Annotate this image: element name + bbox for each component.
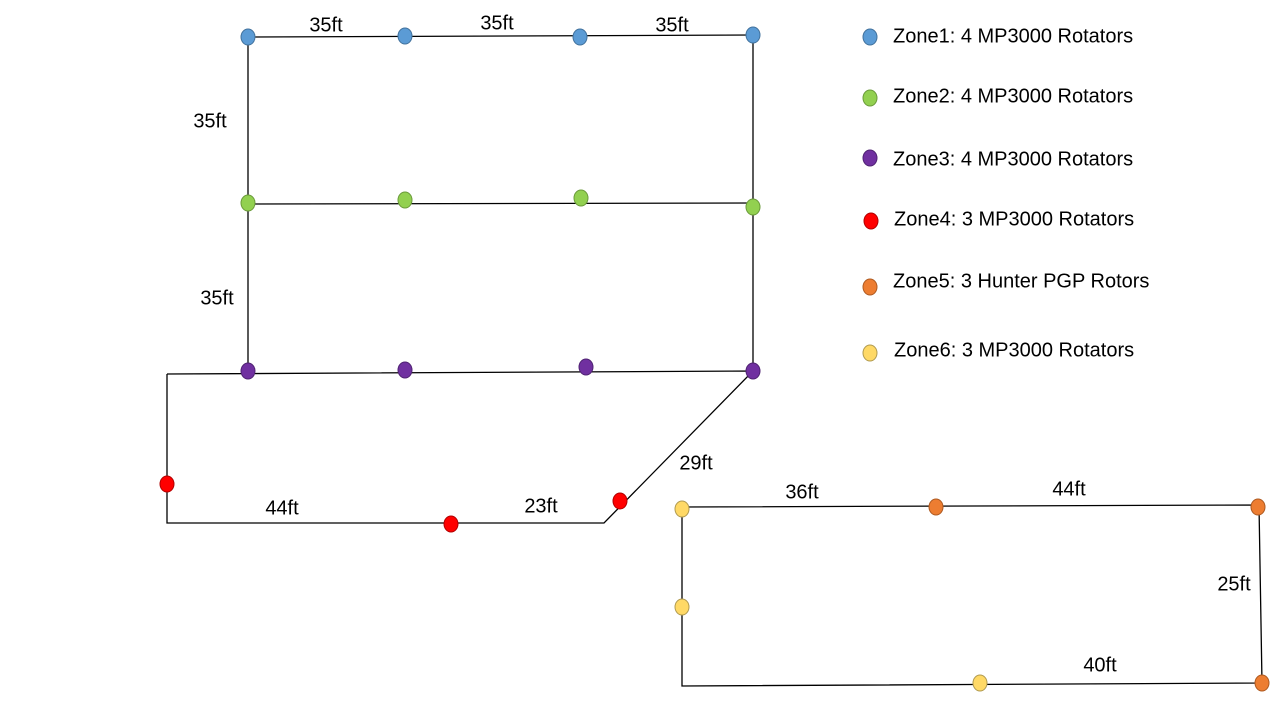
legend-label: Zone4: 3 MP3000 Rotators: [894, 208, 1134, 230]
legend-marker: [862, 89, 878, 107]
legend: Zone1: 4 MP3000 Rotators Zone2: 4 MP3000…: [862, 25, 1149, 362]
dimension-label: 36ft: [785, 481, 819, 503]
dimension-label: 35ft: [655, 14, 689, 36]
dimension-label: 23ft: [524, 495, 558, 517]
dimension-label: 40ft: [1083, 654, 1117, 676]
sprinklers: [159, 26, 1270, 692]
legend-label: Zone2: 4 MP3000 Rotators: [893, 85, 1133, 107]
sprinkler: [745, 198, 761, 216]
legend-label: Zone6: 3 MP3000 Rotators: [894, 339, 1134, 361]
legend-label: Zone3: 4 MP3000 Rotators: [893, 148, 1133, 170]
legend-marker: [862, 278, 878, 296]
sprinkler: [1254, 674, 1270, 692]
sprinkler: [745, 362, 761, 380]
sprinkler: [1250, 498, 1266, 516]
sprinkler: [674, 500, 690, 518]
dimension-labels: 35ft 35ft 35ft 35ft 35ft 44ft 23ft 29ft …: [193, 12, 1251, 676]
dimension-label: 35ft: [309, 14, 343, 36]
sprinkler: [159, 475, 175, 493]
sprinkler: [578, 358, 594, 376]
sprinkler: [240, 362, 256, 380]
sprinkler: [928, 498, 944, 516]
sprinkler: [443, 515, 459, 533]
dimension-label: 25ft: [1217, 573, 1251, 595]
sprinkler: [397, 361, 413, 379]
edge: [681, 504, 1263, 687]
sprinkler: [397, 27, 413, 45]
dimension-label: 29ft: [679, 452, 713, 474]
legend-marker: [862, 28, 878, 46]
sprinkler: [972, 674, 988, 692]
sprinkler: [573, 189, 589, 207]
dimension-label: 44ft: [1052, 478, 1086, 500]
edge: [247, 34, 754, 38]
sprinkler: [612, 492, 628, 510]
dimension-label: 35ft: [480, 12, 514, 34]
legend-label: Zone1: 4 MP3000 Rotators: [893, 25, 1133, 47]
legend-marker: [862, 149, 878, 167]
legend-marker: [862, 344, 878, 362]
legend-marker: [863, 212, 879, 230]
dimension-label: 35ft: [200, 287, 234, 309]
dimension-label: 44ft: [265, 497, 299, 519]
sprinkler: [572, 28, 588, 46]
sprinkler: [745, 26, 761, 44]
edge: [247, 202, 754, 205]
edge: [166, 370, 755, 524]
dimension-label: 35ft: [193, 110, 227, 132]
legend-label: Zone5: 3 Hunter PGP Rotors: [893, 270, 1149, 292]
sprinkler: [397, 191, 413, 209]
sprinkler: [674, 598, 690, 616]
sprinkler: [240, 194, 256, 212]
sprinkler: [240, 28, 256, 46]
